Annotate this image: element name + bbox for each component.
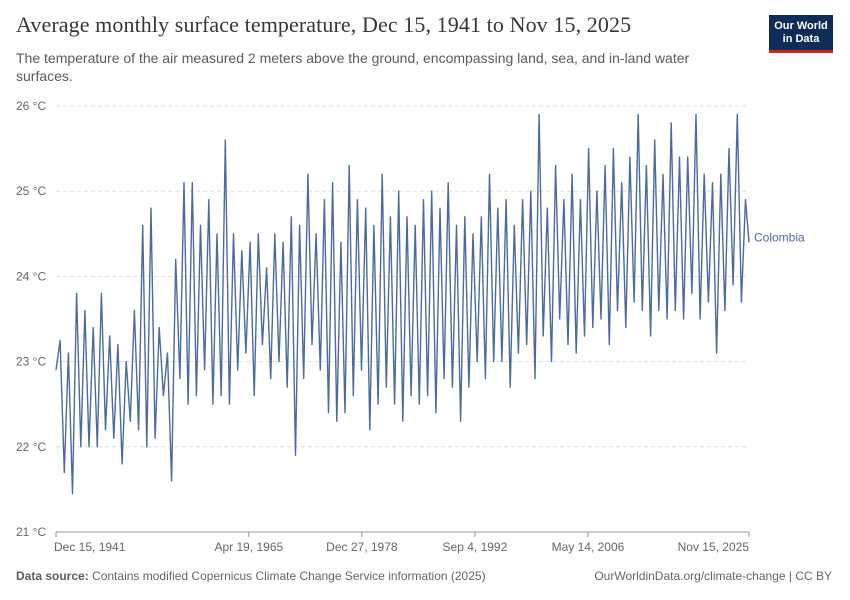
y-tick-label: 25 °C xyxy=(16,184,46,198)
owid-logo[interactable]: Our World in Data xyxy=(769,15,833,53)
y-tick-label: 21 °C xyxy=(16,525,46,539)
axis-layer: 21 °C 22 °C 23 °C 24 °C 25 °C 26 °C Dec 15, 19… xyxy=(16,99,750,554)
x-tick-label: Nov 15, 2025 xyxy=(678,540,750,554)
source-text: Contains modified Copernicus Climate Cha… xyxy=(92,569,486,583)
y-tick-label: 22 °C xyxy=(16,440,46,454)
y-tick-label: 23 °C xyxy=(16,355,46,369)
x-tick-label: Dec 27, 1978 xyxy=(326,540,398,554)
x-tick-label: May 14, 2006 xyxy=(552,540,625,554)
series-label: Colombia xyxy=(754,230,805,244)
x-tick-label: Sep 4, 1992 xyxy=(443,540,508,554)
y-tick-label: 26 °C xyxy=(16,99,46,113)
line-chart: 21 °C 22 °C 23 °C 24 °C 25 °C 26 °C Dec 15, 19… xyxy=(16,99,805,554)
chart-title: Average monthly surface temperature, Dec… xyxy=(16,12,632,37)
series-line-colombia[interactable] xyxy=(55,113,750,495)
logo-line-2: in Data xyxy=(782,33,820,45)
x-tick-label: Apr 19, 1965 xyxy=(214,540,283,554)
grid-layer xyxy=(56,105,749,448)
footer: Data source: Contains modified Copernicu… xyxy=(16,569,832,583)
series-layer: Colombia xyxy=(55,113,805,495)
source-label: Data source: xyxy=(16,569,89,583)
y-tick-label: 24 °C xyxy=(16,269,46,283)
chart-subtitle: The temperature of the air measured 2 me… xyxy=(16,50,690,84)
x-tick-label: Dec 15, 1941 xyxy=(54,540,126,554)
license-link[interactable]: OurWorldinData.org/climate-change | CC B… xyxy=(594,569,832,583)
logo-line-1: Our World xyxy=(774,20,828,32)
